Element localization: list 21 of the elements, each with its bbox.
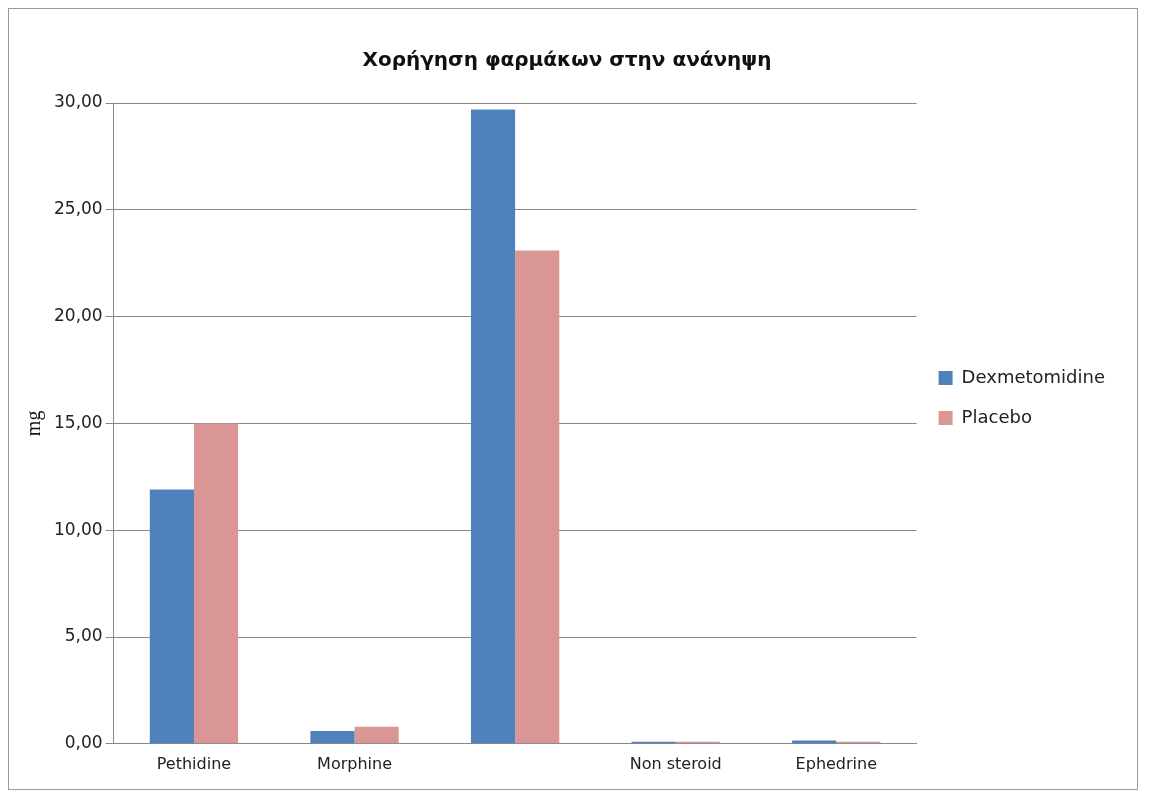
legend-label: Dexmetomidine [961,365,1106,387]
bar [354,726,399,744]
y-tick-label: 15,00 [54,411,103,432]
bar [149,489,194,744]
x-tick-label: Pethidine [156,753,232,773]
x-tick-label: Morphine [317,753,392,773]
y-tick-label: 25,00 [54,198,103,219]
chart-title: Χορήγηση φαρμάκων στην ανάνηψη [362,47,772,72]
y-axis-title: mg [22,410,46,437]
bar [310,730,355,744]
x-tick-label: Ephedrine [795,753,878,773]
bar [470,109,516,744]
y-tick-label: 5,00 [64,625,103,646]
legend-label: Placebo [961,405,1032,427]
y-tick-label: 30,00 [54,91,103,112]
y-tick-label: 10,00 [54,518,103,539]
x-tick-label: Non steroid [629,753,722,773]
bar [515,250,560,744]
y-tick-label: 0,00 [64,732,103,753]
bar [193,423,239,744]
y-tick-label: 20,00 [54,305,103,326]
